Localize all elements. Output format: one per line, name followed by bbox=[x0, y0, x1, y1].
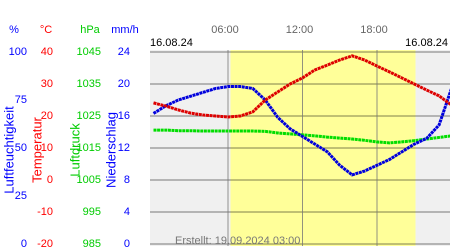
axis-title: Luftdruck bbox=[67, 123, 82, 177]
axis-unit: mm/h bbox=[111, 24, 139, 36]
data-line bbox=[153, 54, 450, 119]
y-tick-label: 20 bbox=[118, 78, 130, 90]
y-tick-label: 8 bbox=[124, 174, 130, 186]
y-tick-label: 20 bbox=[41, 110, 53, 122]
axis-title: Temperatur bbox=[29, 116, 44, 182]
y-tick-label: 10 bbox=[41, 142, 53, 154]
x-tick-label: 18:00 bbox=[360, 24, 388, 36]
axis-unit: hPa bbox=[80, 24, 100, 36]
y-tick-label: 12 bbox=[118, 142, 130, 154]
date-left: 16.08.24 bbox=[150, 37, 193, 49]
axis-unit: % bbox=[9, 24, 19, 36]
axis-title: Niederschlag bbox=[103, 112, 118, 188]
y-tick-label: 4 bbox=[124, 206, 130, 218]
date-right: 16.08.24 bbox=[405, 37, 448, 49]
y-tick-label: 995 bbox=[83, 206, 101, 218]
axis-title: Luftfeuchtigkeit bbox=[1, 106, 16, 194]
y-tick-label: 100 bbox=[9, 46, 27, 58]
x-tick-label: 06:00 bbox=[211, 24, 239, 36]
y-tick-label: 25 bbox=[15, 190, 27, 202]
y-tick-label: 16 bbox=[118, 110, 130, 122]
y-tick-label: 1035 bbox=[77, 78, 101, 90]
y-tick-label: 24 bbox=[118, 46, 130, 58]
y-tick-label: 1015 bbox=[77, 142, 101, 154]
y-tick-label: 0 bbox=[21, 238, 27, 250]
y-tick-label: 30 bbox=[41, 78, 53, 90]
y-tick-label: 1005 bbox=[77, 174, 101, 186]
y-tick-label: 40 bbox=[41, 46, 53, 58]
y-tick-label: -10 bbox=[37, 206, 53, 218]
y-tick-label: -20 bbox=[37, 238, 53, 250]
footer: Erstellt: 19.09.2024 03:00 bbox=[175, 235, 300, 247]
data-line bbox=[152, 85, 450, 177]
y-tick-label: 75 bbox=[15, 94, 27, 106]
y-tick-label: 0 bbox=[47, 174, 53, 186]
axis-unit: °C bbox=[40, 24, 52, 36]
x-tick-label: 12:00 bbox=[286, 24, 314, 36]
y-tick-label: 1025 bbox=[77, 110, 101, 122]
y-tick-label: 50 bbox=[15, 142, 27, 154]
y-tick-label: 985 bbox=[83, 238, 101, 250]
y-tick-label: 0 bbox=[124, 238, 130, 250]
y-tick-label: 1045 bbox=[77, 46, 101, 58]
